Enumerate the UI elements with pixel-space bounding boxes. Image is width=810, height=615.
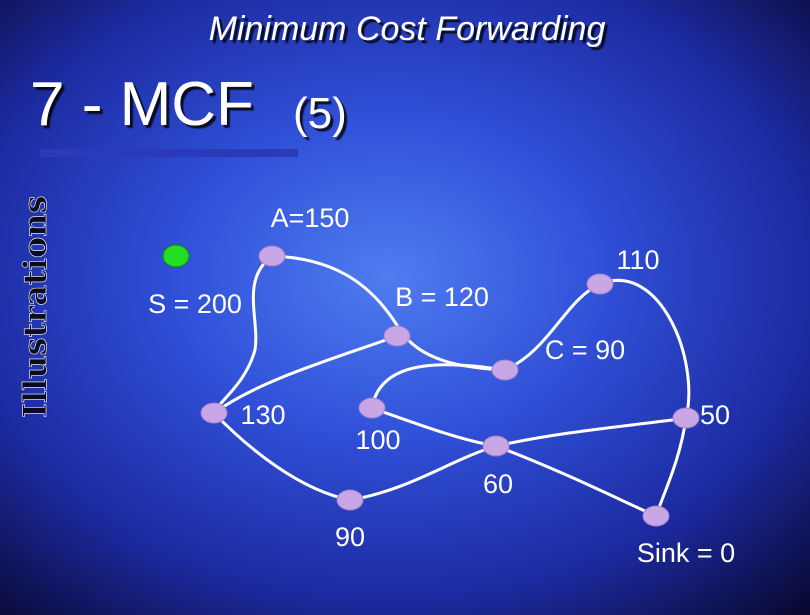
- node: [642, 505, 670, 527]
- edge: [370, 363, 506, 409]
- node-label: S = 200: [148, 289, 242, 319]
- edge: [349, 444, 497, 502]
- node: [258, 245, 286, 267]
- edge: [599, 278, 691, 419]
- title: 7 - MCF: [30, 70, 254, 139]
- edge: [495, 416, 687, 448]
- title-bar: [40, 149, 298, 157]
- node-label: 60: [483, 469, 513, 499]
- node-label: A=150: [271, 203, 350, 233]
- node: [672, 407, 700, 429]
- node-label: Sink = 0: [637, 538, 735, 568]
- edge: [504, 282, 601, 372]
- node: [491, 359, 519, 381]
- node-label: 100: [355, 425, 400, 455]
- side-label: Illustrations: [16, 196, 54, 419]
- node: [383, 325, 411, 347]
- node: [586, 273, 614, 295]
- node-label: C = 90: [545, 335, 625, 365]
- node-label: 110: [616, 245, 659, 275]
- edge: [213, 334, 398, 415]
- node-label: 50: [700, 400, 730, 430]
- subtitle: Minimum Cost Forwarding: [209, 10, 606, 48]
- edge: [495, 444, 657, 518]
- edge: [212, 411, 351, 502]
- title-suffix: (5): [293, 89, 347, 138]
- node: [336, 489, 364, 511]
- node: [200, 402, 228, 424]
- node-label: B = 120: [395, 282, 489, 312]
- source-node: [162, 244, 190, 268]
- node-label: 90: [335, 522, 365, 552]
- node: [482, 435, 510, 457]
- node-labels: A=150 110 B = 120 S = 200 C = 90 130 100…: [148, 203, 735, 568]
- edge: [212, 254, 273, 414]
- node-label: 130: [240, 400, 285, 430]
- nodes: [162, 244, 700, 527]
- node: [358, 397, 386, 419]
